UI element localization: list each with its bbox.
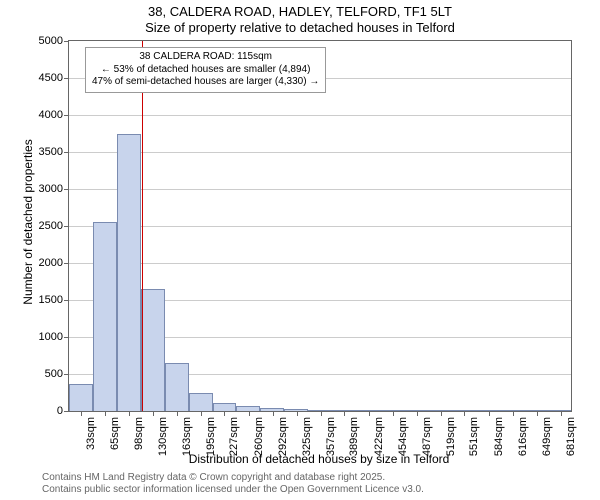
xtick-mark bbox=[441, 411, 442, 416]
annotation-box: 38 CALDERA ROAD: 115sqm← 53% of detached… bbox=[85, 47, 326, 93]
footer-attribution: Contains HM Land Registry data © Crown c… bbox=[42, 472, 424, 496]
ytick-label: 500 bbox=[45, 368, 69, 380]
xtick-label: 649sqm bbox=[541, 411, 553, 456]
histogram-bar bbox=[165, 363, 189, 411]
xtick-mark bbox=[249, 411, 250, 416]
histogram-bar bbox=[260, 408, 284, 411]
footer-line2: Contains public sector information licen… bbox=[42, 484, 424, 496]
xtick-mark bbox=[224, 411, 225, 416]
histogram-bar bbox=[189, 393, 213, 411]
xtick-mark bbox=[561, 411, 562, 416]
histogram-bar bbox=[547, 410, 571, 411]
histogram-bar bbox=[404, 410, 428, 411]
histogram-bar bbox=[213, 403, 237, 411]
histogram-bar bbox=[117, 134, 141, 412]
xtick-label: 98sqm bbox=[133, 411, 145, 450]
histogram-bar bbox=[236, 406, 260, 411]
xtick-mark bbox=[297, 411, 298, 416]
ytick-label: 2000 bbox=[39, 257, 69, 269]
xtick-mark bbox=[81, 411, 82, 416]
y-axis-title: Number of detached properties bbox=[21, 122, 35, 322]
grid-horizontal bbox=[69, 226, 571, 227]
xtick-mark bbox=[344, 411, 345, 416]
xtick-label: 65sqm bbox=[109, 411, 121, 450]
histogram-bar bbox=[284, 409, 308, 411]
ytick-label: 2500 bbox=[39, 220, 69, 232]
xtick-mark bbox=[273, 411, 274, 416]
histogram-bar bbox=[332, 410, 356, 411]
xtick-label: 227sqm bbox=[228, 411, 240, 456]
xtick-mark bbox=[513, 411, 514, 416]
x-axis-title: Distribution of detached houses by size … bbox=[68, 452, 570, 466]
xtick-label: 292sqm bbox=[277, 411, 289, 456]
xtick-mark bbox=[129, 411, 130, 416]
ytick-label: 3000 bbox=[39, 183, 69, 195]
grid-horizontal bbox=[69, 152, 571, 153]
xtick-label: 325sqm bbox=[301, 411, 313, 456]
xtick-label: 163sqm bbox=[181, 411, 193, 456]
xtick-mark bbox=[105, 411, 106, 416]
xtick-label: 487sqm bbox=[421, 411, 433, 456]
xtick-mark bbox=[369, 411, 370, 416]
histogram-bar bbox=[452, 410, 476, 411]
xtick-mark bbox=[537, 411, 538, 416]
xtick-mark bbox=[417, 411, 418, 416]
grid-horizontal bbox=[69, 189, 571, 190]
histogram-bar bbox=[69, 384, 93, 411]
chart-title-line2: Size of property relative to detached ho… bbox=[0, 20, 600, 35]
xtick-label: 519sqm bbox=[445, 411, 457, 456]
xtick-label: 389sqm bbox=[348, 411, 360, 456]
chart-title-line1: 38, CALDERA ROAD, HADLEY, TELFORD, TF1 5… bbox=[0, 4, 600, 19]
histogram-bar bbox=[524, 410, 548, 411]
grid-horizontal bbox=[69, 263, 571, 264]
xtick-mark bbox=[489, 411, 490, 416]
plot-area: 0500100015002000250030003500400045005000… bbox=[68, 40, 572, 412]
xtick-label: 357sqm bbox=[325, 411, 337, 456]
marker-line bbox=[142, 41, 144, 411]
xtick-label: 584sqm bbox=[493, 411, 505, 456]
ytick-label: 4000 bbox=[39, 109, 69, 121]
xtick-mark bbox=[201, 411, 202, 416]
ytick-label: 5000 bbox=[39, 35, 69, 47]
ytick-label: 4500 bbox=[39, 72, 69, 84]
xtick-mark bbox=[153, 411, 154, 416]
histogram-bar bbox=[475, 410, 499, 411]
annotation-line2: ← 53% of detached houses are smaller (4,… bbox=[92, 64, 319, 77]
histogram-bar bbox=[356, 410, 380, 411]
xtick-mark bbox=[393, 411, 394, 416]
xtick-label: 260sqm bbox=[253, 411, 265, 456]
ytick-label: 1500 bbox=[39, 294, 69, 306]
histogram-bar bbox=[499, 410, 523, 411]
xtick-label: 130sqm bbox=[157, 411, 169, 456]
xtick-label: 681sqm bbox=[565, 411, 577, 456]
ytick-label: 0 bbox=[57, 405, 69, 417]
xtick-label: 454sqm bbox=[397, 411, 409, 456]
xtick-label: 33sqm bbox=[85, 411, 97, 450]
xtick-label: 195sqm bbox=[205, 411, 217, 456]
histogram-bar bbox=[141, 289, 165, 411]
histogram-bar bbox=[428, 410, 452, 411]
ytick-label: 1000 bbox=[39, 331, 69, 343]
footer-line1: Contains HM Land Registry data © Crown c… bbox=[42, 472, 424, 484]
histogram-bar bbox=[93, 222, 117, 411]
xtick-label: 551sqm bbox=[468, 411, 480, 456]
annotation-line1: 38 CALDERA ROAD: 115sqm bbox=[92, 51, 319, 64]
chart-container: 38, CALDERA ROAD, HADLEY, TELFORD, TF1 5… bbox=[0, 0, 600, 500]
ytick-label: 3500 bbox=[39, 146, 69, 158]
histogram-bar bbox=[308, 410, 332, 411]
xtick-label: 422sqm bbox=[373, 411, 385, 456]
xtick-label: 616sqm bbox=[517, 411, 529, 456]
xtick-mark bbox=[321, 411, 322, 416]
xtick-mark bbox=[464, 411, 465, 416]
xtick-mark bbox=[177, 411, 178, 416]
histogram-bar bbox=[380, 410, 404, 411]
annotation-line3: 47% of semi-detached houses are larger (… bbox=[92, 76, 319, 89]
grid-horizontal bbox=[69, 115, 571, 116]
